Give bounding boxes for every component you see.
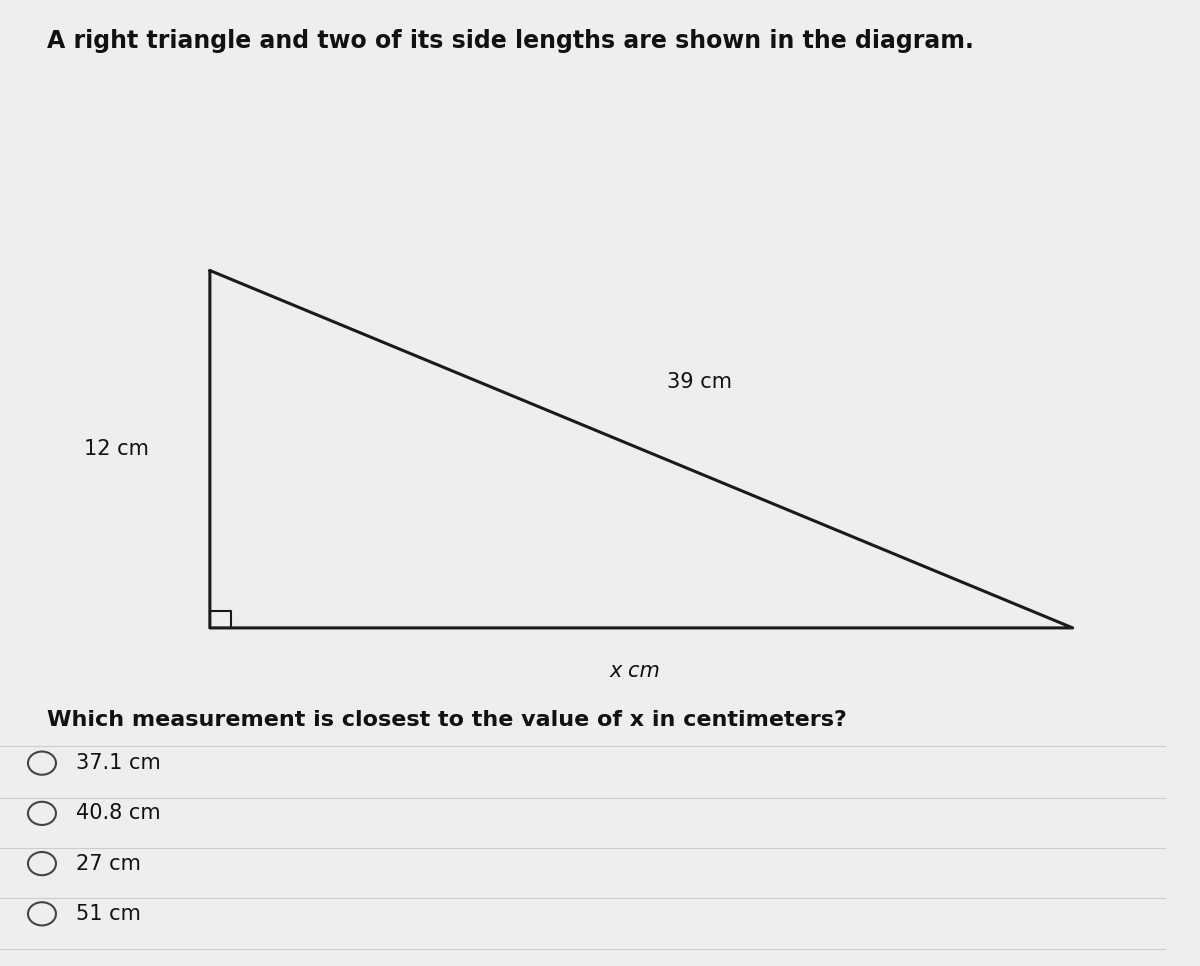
- Text: 27 cm: 27 cm: [76, 854, 140, 873]
- Text: x cm: x cm: [610, 662, 661, 681]
- Text: 12 cm: 12 cm: [84, 440, 149, 459]
- Text: 51 cm: 51 cm: [76, 904, 140, 923]
- Text: 37.1 cm: 37.1 cm: [76, 753, 161, 773]
- Text: 40.8 cm: 40.8 cm: [76, 804, 161, 823]
- Text: Which measurement is closest to the value of x in centimeters?: Which measurement is closest to the valu…: [47, 710, 846, 730]
- Text: A right triangle and two of its side lengths are shown in the diagram.: A right triangle and two of its side len…: [47, 29, 973, 53]
- Text: 39 cm: 39 cm: [667, 372, 732, 391]
